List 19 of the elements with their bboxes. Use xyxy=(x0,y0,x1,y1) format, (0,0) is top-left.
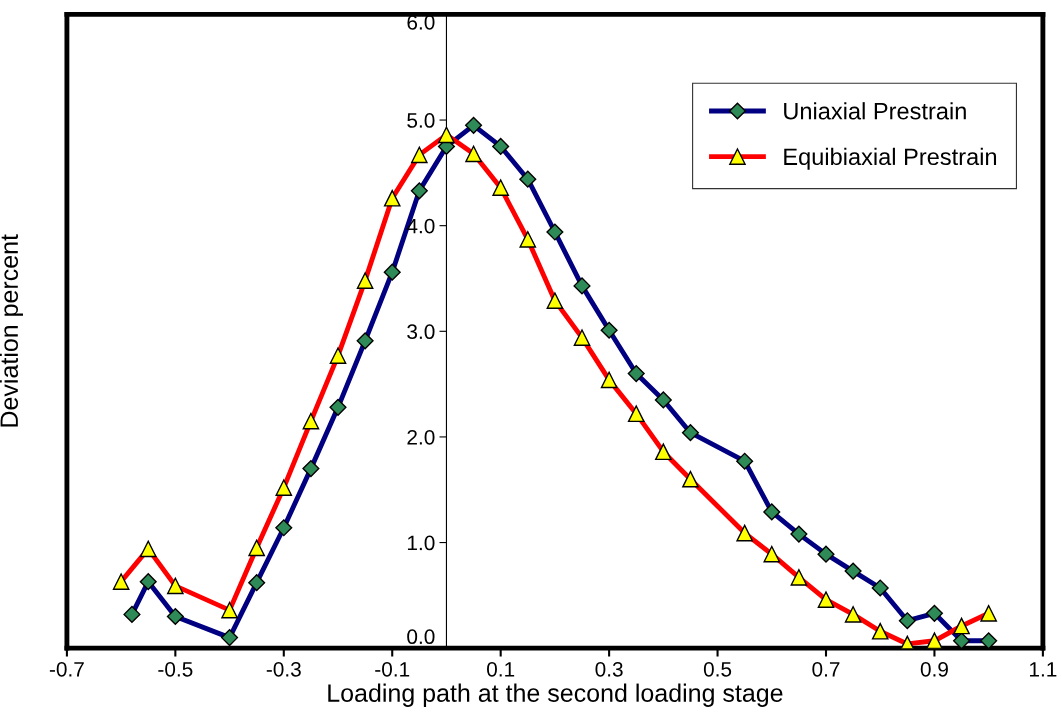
x-tick-label: -0.5 xyxy=(158,661,193,677)
y-tick-label: 1.0 xyxy=(407,535,435,551)
x-tick-label: -0.3 xyxy=(266,661,301,677)
legend-label: Equibiaxial Prestrain xyxy=(784,147,997,170)
y-tick-label: 3.0 xyxy=(407,324,435,340)
x-tick-label: 0.7 xyxy=(812,661,840,677)
y-tick-label: 2.0 xyxy=(407,429,435,445)
y-tick-label: 5.0 xyxy=(407,113,435,128)
y-tick-label: 0.0 xyxy=(407,629,435,645)
x-tick-label: 0.3 xyxy=(595,661,623,677)
x-tick-label: 0.9 xyxy=(920,661,948,677)
y-axis-title: Deviation percent xyxy=(0,234,23,427)
x-tick-label: -0.1 xyxy=(375,661,410,677)
x-axis-title: Loading path at the second loading stage xyxy=(328,683,783,707)
legend-label: Uniaxial Prestrain xyxy=(784,102,966,120)
x-tick-label: 0.5 xyxy=(703,661,732,677)
x-tick-label: -0.7 xyxy=(49,661,84,677)
x-tick-label: 1.1 xyxy=(1029,662,1057,677)
x-tick-label: 0.1 xyxy=(487,661,515,677)
